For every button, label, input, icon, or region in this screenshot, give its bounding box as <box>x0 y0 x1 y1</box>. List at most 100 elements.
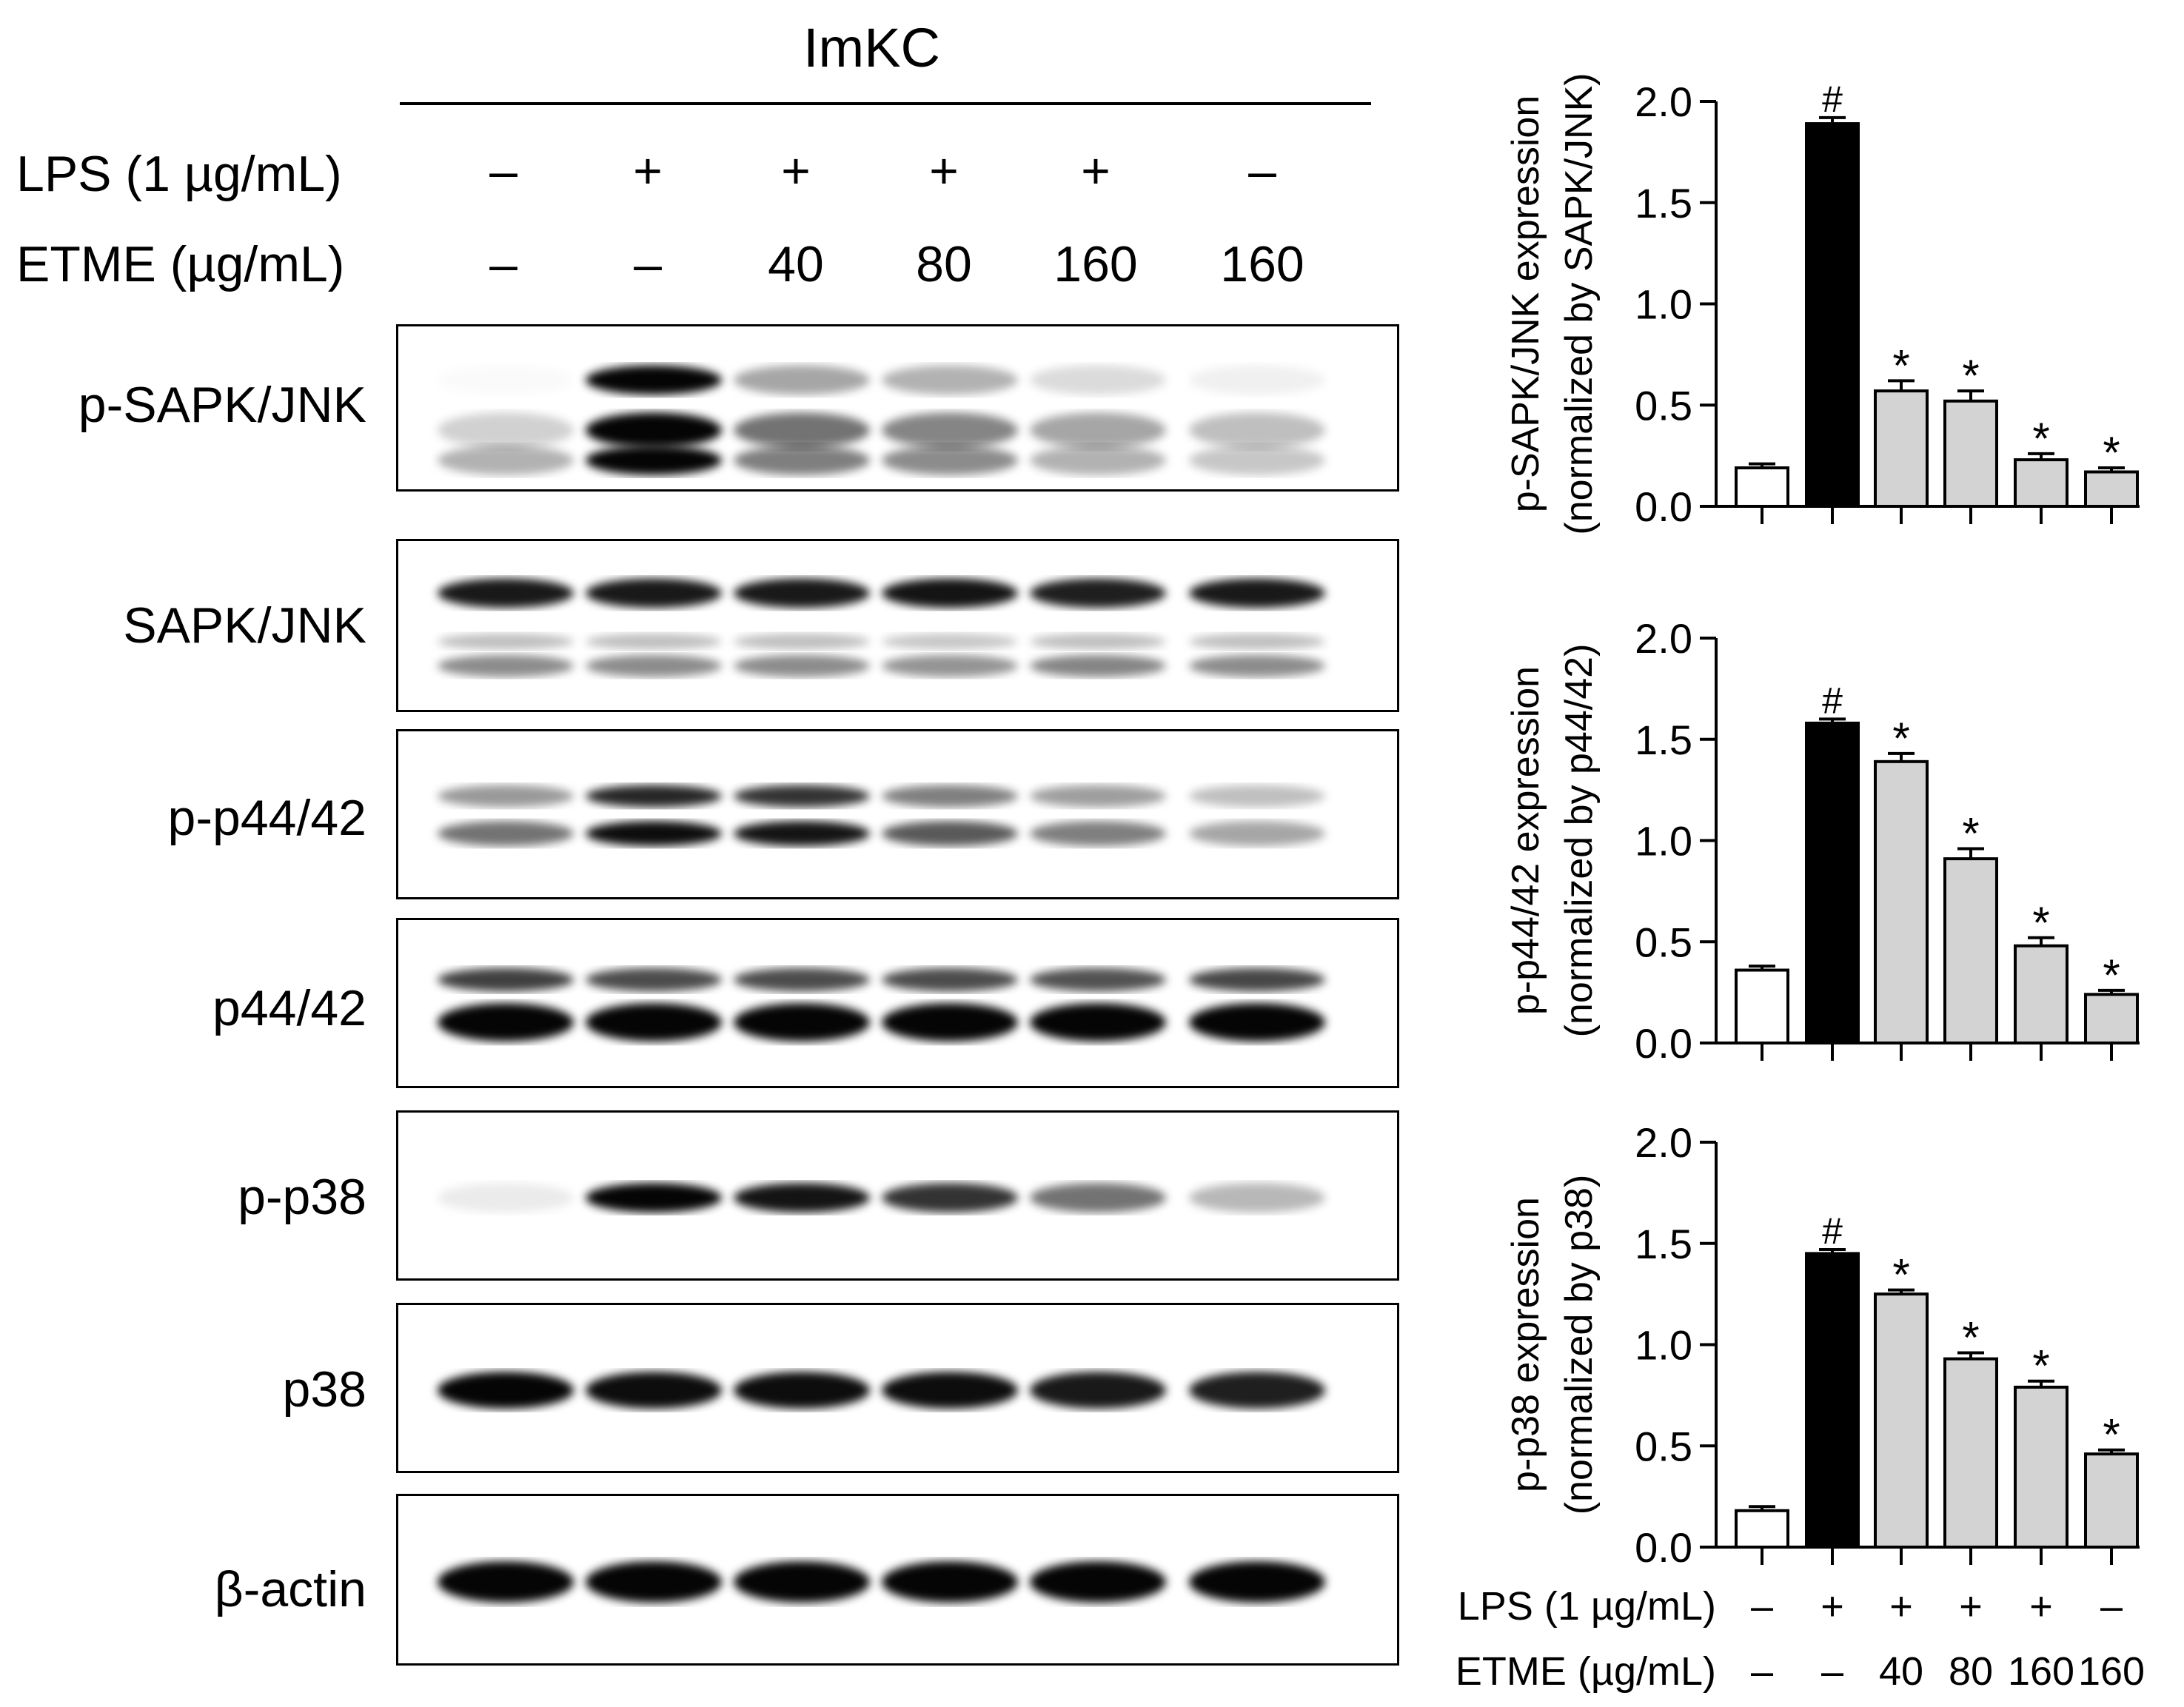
band <box>734 633 870 650</box>
blot-strip-2 <box>396 539 1399 712</box>
bar <box>1874 389 1929 508</box>
band <box>586 1561 722 1603</box>
band <box>1189 967 1325 992</box>
chart-lps-label: LPS (1 µg/mL) <box>1458 1584 1716 1629</box>
etme-lane-2-value: – <box>634 236 662 292</box>
significance-mark: * <box>2032 898 2049 948</box>
etme-lane-5-value: 160 <box>1054 236 1138 292</box>
bar <box>1943 399 1998 509</box>
significance-mark: * <box>1962 351 1979 400</box>
band <box>586 1372 722 1409</box>
lps-lane-6-value: – <box>1248 143 1276 199</box>
band <box>1030 821 1166 846</box>
band <box>1189 1561 1325 1603</box>
y-tick-label: 0.0 <box>1635 483 1692 530</box>
y-tick-label: 1.5 <box>1635 717 1692 763</box>
blot-label-2: SAPK/JNK <box>123 597 366 654</box>
band <box>438 785 574 808</box>
bar <box>1735 466 1789 508</box>
chart-lps-lane-4: + <box>1959 1584 1983 1629</box>
chart-lps-lane-5: + <box>2029 1584 2053 1629</box>
band <box>1030 365 1166 395</box>
band <box>734 785 870 808</box>
band <box>438 654 574 677</box>
bar <box>2014 458 2069 508</box>
significance-mark: # <box>1822 1210 1843 1252</box>
significance-mark: * <box>2032 1341 2049 1391</box>
band <box>1189 445 1325 475</box>
chart-etme-lane-3: 40 <box>1879 1649 1923 1694</box>
band <box>1189 821 1325 846</box>
significance-mark: * <box>2103 428 2120 477</box>
band <box>882 785 1018 808</box>
band <box>586 1183 722 1213</box>
chart-etme-lane-1: – <box>1751 1649 1773 1694</box>
blot-strip-6 <box>396 1303 1399 1473</box>
band <box>882 821 1018 846</box>
significance-mark: * <box>1892 1250 1909 1300</box>
blot-label-4: p44/42 <box>212 980 366 1036</box>
y-tick-label: 2.0 <box>1635 1119 1692 1166</box>
band <box>882 1003 1018 1042</box>
y-tick-label: 1.5 <box>1635 1221 1692 1267</box>
band <box>1030 654 1166 677</box>
etme-condition-label: ETME (µg/mL) <box>16 236 345 292</box>
band <box>438 967 574 992</box>
bar <box>1735 1509 1789 1549</box>
band <box>1189 578 1325 608</box>
band <box>438 445 574 475</box>
band <box>1030 412 1166 449</box>
blot-strip-3 <box>396 729 1399 899</box>
band <box>882 1183 1018 1213</box>
bar <box>1805 122 1860 508</box>
band <box>586 967 722 992</box>
blot-strip-7 <box>396 1494 1399 1666</box>
bar <box>2084 1452 2139 1549</box>
chart-etme-lane-4: 80 <box>1949 1649 1993 1694</box>
cell-line-divider <box>400 102 1371 105</box>
band <box>734 1561 870 1603</box>
band <box>586 1003 722 1042</box>
band <box>1030 1372 1166 1409</box>
etme-lane-6-value: 160 <box>1220 236 1304 292</box>
band <box>1030 1003 1166 1042</box>
band <box>882 967 1018 992</box>
band <box>1030 967 1166 992</box>
y-tick-label: 0.5 <box>1635 919 1692 965</box>
band <box>734 967 870 992</box>
blot-strip-1 <box>396 324 1399 492</box>
band <box>1030 445 1166 475</box>
band <box>734 445 870 475</box>
band <box>586 785 722 808</box>
band <box>1189 412 1325 449</box>
band <box>586 633 722 650</box>
bar <box>1874 1292 1929 1549</box>
band <box>1189 1183 1325 1213</box>
lps-lane-5-value: + <box>1081 143 1111 199</box>
y-tick-label: 0.5 <box>1635 1423 1692 1469</box>
bar <box>1943 857 1998 1044</box>
chart-etme-lane-5: 160 <box>2008 1649 2074 1694</box>
chart-lps-lane-2: + <box>1820 1584 1844 1629</box>
blot-label-7: β-actin <box>214 1561 366 1617</box>
y-axis-label-line1: p-SAPK/JNK expression <box>1504 95 1547 513</box>
band <box>438 1561 574 1603</box>
y-tick-label: 0.0 <box>1635 1020 1692 1067</box>
significance-mark: # <box>1822 680 1843 721</box>
significance-mark: * <box>1892 341 1909 390</box>
band <box>882 365 1018 395</box>
bar <box>1735 968 1789 1045</box>
band <box>438 821 574 846</box>
band <box>586 365 722 395</box>
lps-lane-4-value: + <box>929 143 959 199</box>
lps-condition-label: LPS (1 µg/mL) <box>16 146 342 202</box>
chart-etme-label: ETME (µg/mL) <box>1456 1649 1716 1694</box>
band <box>734 1003 870 1042</box>
chart-lps-lane-3: + <box>1889 1584 1913 1629</box>
bar <box>1805 1252 1860 1549</box>
band <box>1189 1003 1325 1042</box>
band <box>882 654 1018 677</box>
cell-line-title: ImKC <box>803 17 940 78</box>
significance-mark: * <box>1892 714 1909 763</box>
significance-mark: * <box>2032 414 2049 463</box>
